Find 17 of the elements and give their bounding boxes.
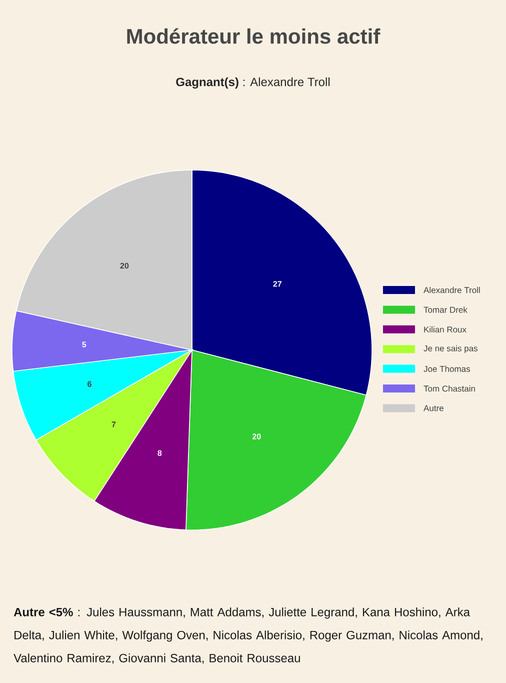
- data-label: 20: [252, 434, 261, 440]
- legend-label: Alexandre Troll: [424, 286, 480, 294]
- data-label: 6: [88, 381, 92, 387]
- legend-label: Tomar Drek: [424, 306, 468, 313]
- legend-label: Kilian Roux: [424, 326, 466, 333]
- data-label: 27: [273, 281, 282, 287]
- legend-label: Autre: [424, 405, 444, 412]
- text: Autre <5% : Jules Haussmann, Matt Addams, Juliette Legrand, Kana Hoshino, Arka Delta, Julien White, Wolfgang Oven, Nicolas Alberisio, Roger Guzman, Nicolas Amond, Valentino Ramirez, Giovanni Santa, Benoit Rousseau: [14, 608, 482, 664]
- chart-title: Modérateur le moins actif: [127, 28, 380, 44]
- chart-subtitle: Gagnant(s) : Alexandre Troll: [176, 77, 330, 89]
- data-label: 5: [82, 342, 86, 348]
- legend-label: Joe Thomas: [424, 366, 470, 372]
- data-label: 8: [158, 450, 162, 456]
- data-label: 7: [112, 422, 116, 428]
- legend-label: Je ne sais pas: [424, 345, 478, 354]
- data-label: 20: [120, 262, 129, 269]
- legend-label: Tom Chastain: [424, 385, 475, 392]
